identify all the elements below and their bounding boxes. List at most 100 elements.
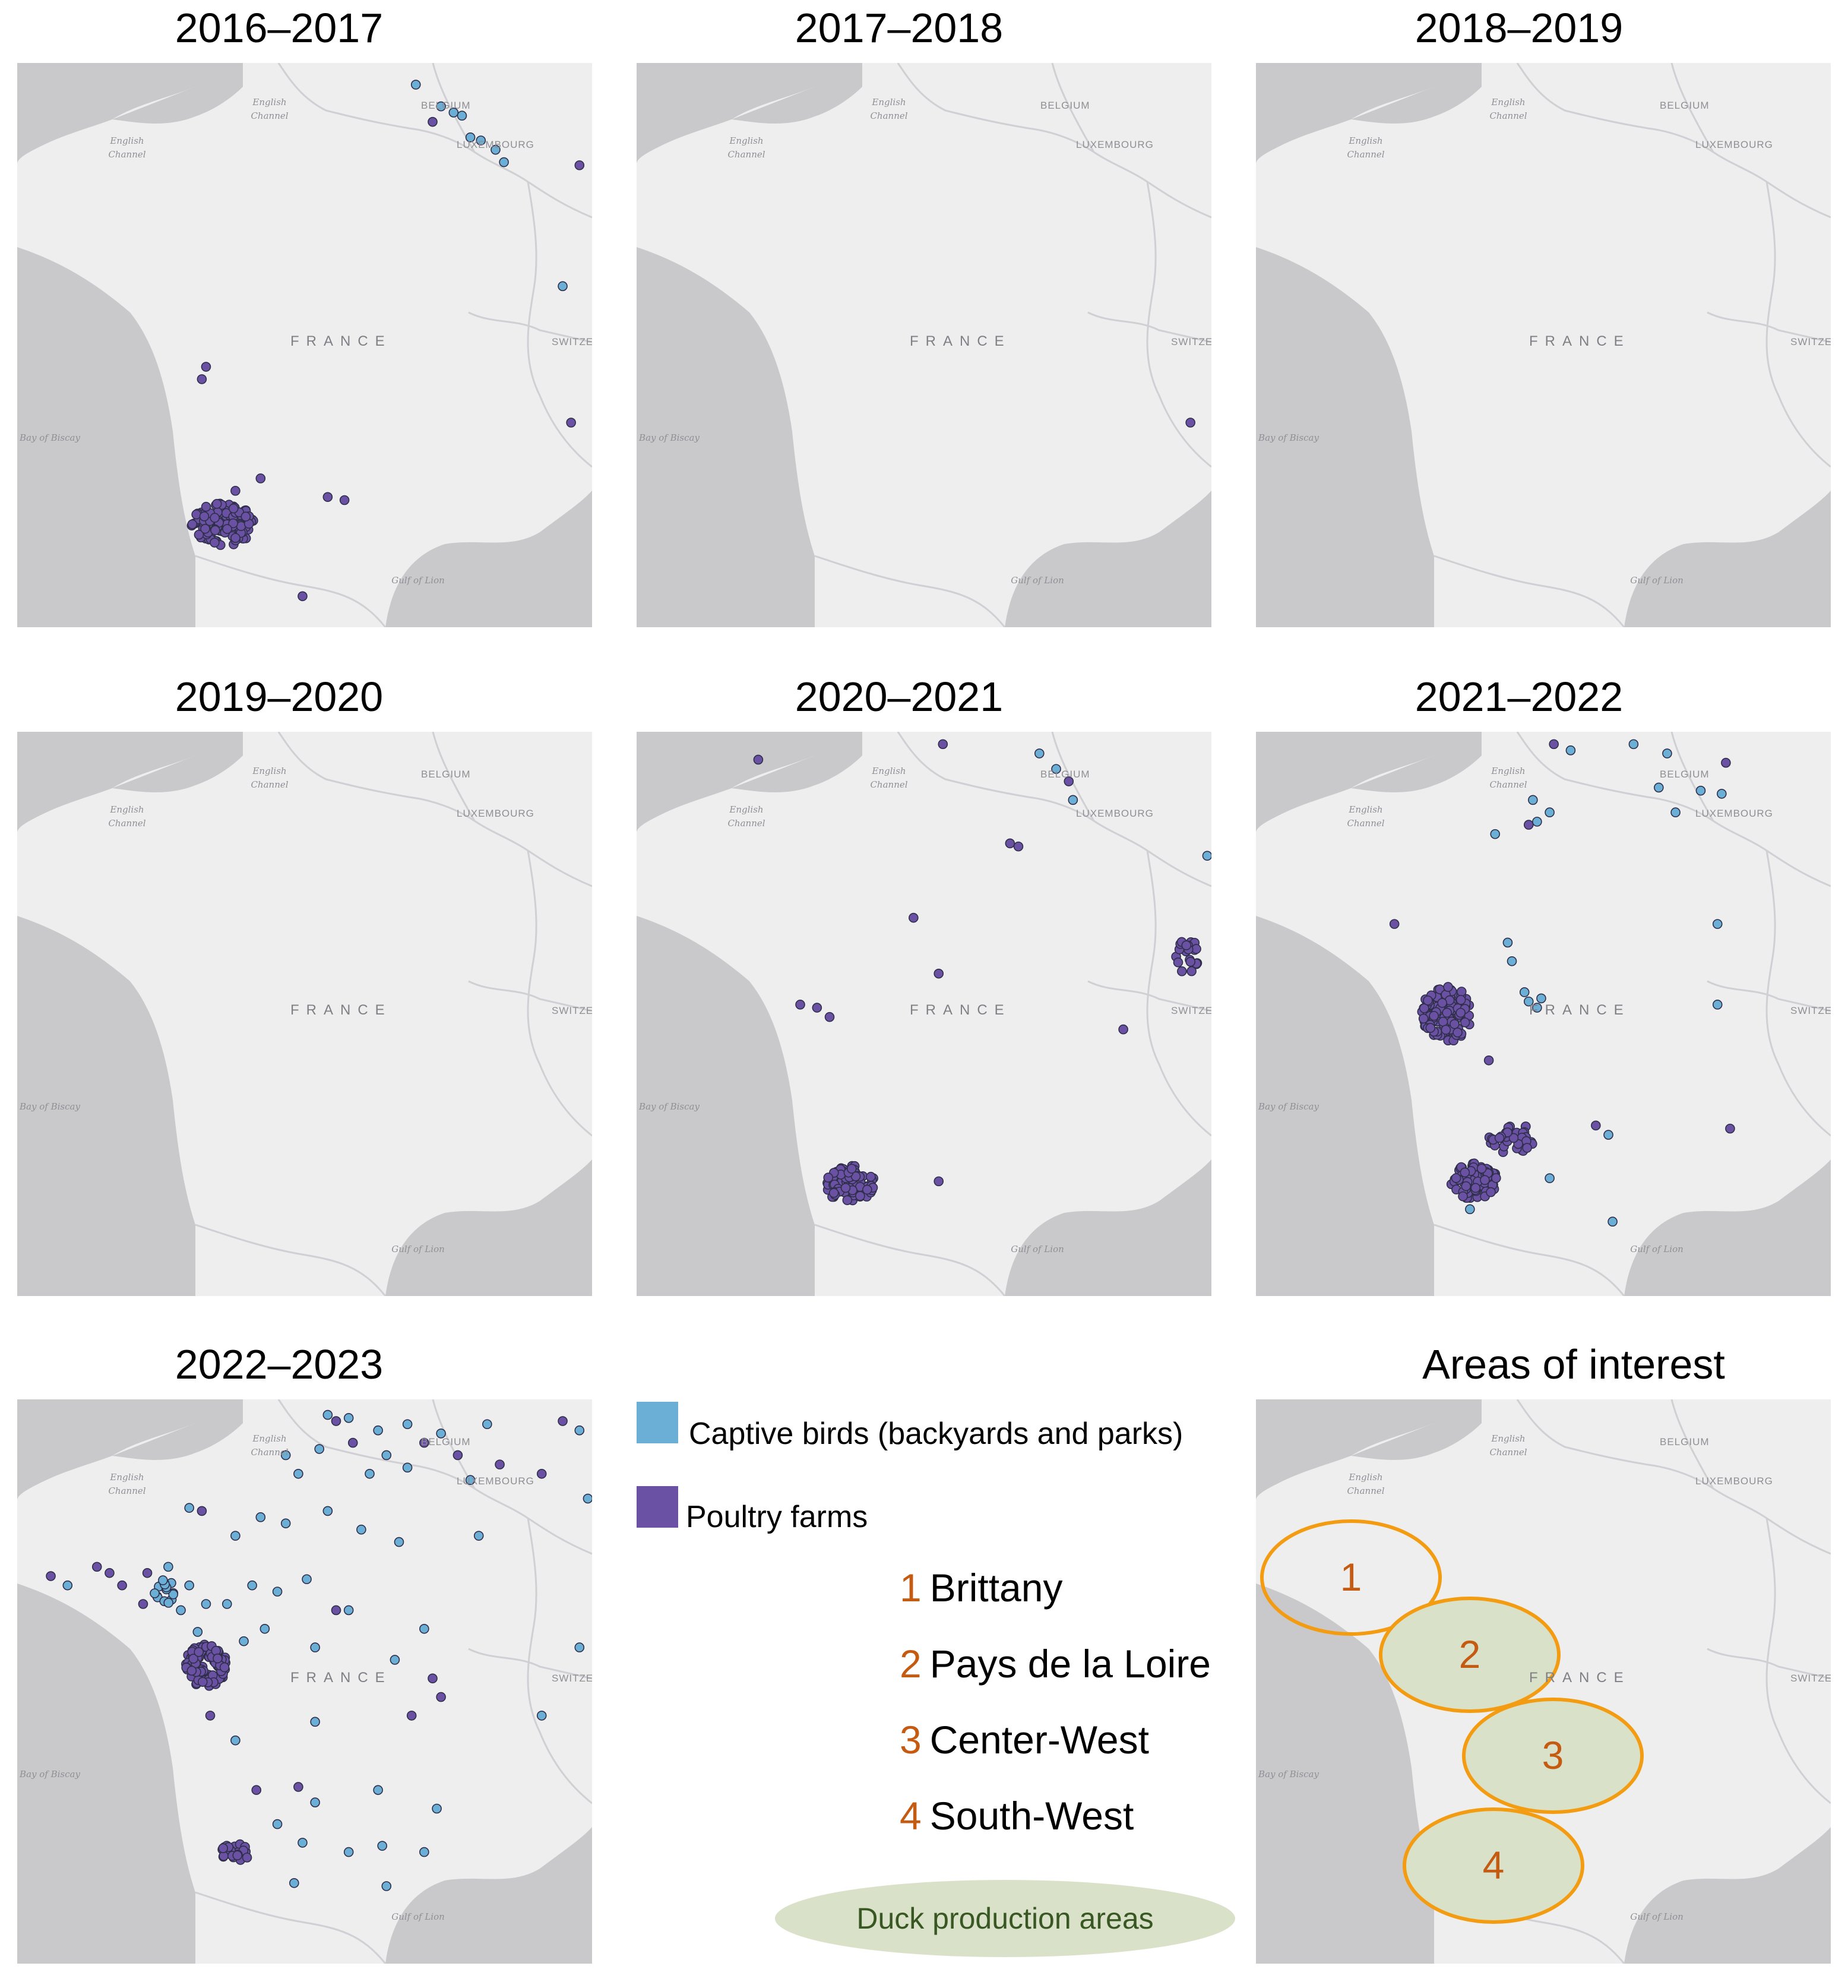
captive-bird-point	[1545, 807, 1555, 818]
luxembourg-label: LUXEMBOURG	[457, 808, 534, 819]
bay-of-biscay-label: Bay of Biscay	[20, 1769, 80, 1780]
luxembourg-label: LUXEMBOURG	[1695, 808, 1773, 819]
english-channel-label: English Channel	[1489, 766, 1527, 790]
captive-bird-point	[168, 1589, 179, 1600]
poultry-farm-point	[230, 533, 241, 543]
map-2019-2020: English Channel English Channel BELGIUM LUX…	[17, 732, 592, 1296]
captive-bird-point	[192, 1627, 203, 1637]
poultry-farm-point	[824, 1012, 835, 1022]
captive-bird-point	[1545, 1173, 1555, 1183]
area-ellipse-number: 1	[1340, 1555, 1362, 1599]
duck-production-legend: Duck production areas	[775, 1880, 1235, 1957]
areas-of-interest-title: Areas of interest	[1422, 1341, 1725, 1388]
poultry-farm-point	[828, 1188, 839, 1198]
area-name: Brittany	[929, 1566, 1063, 1610]
captive-bird-point	[402, 1462, 413, 1473]
brittany-land	[17, 1488, 121, 1578]
poultry-farm-point	[574, 160, 585, 170]
belgium-label: BELGIUM	[1660, 769, 1710, 780]
poultry-farm-point	[322, 492, 333, 502]
country-border	[1707, 1648, 1831, 1680]
brittany-land	[17, 152, 121, 241]
poultry-farm-point	[1455, 995, 1466, 1005]
captive-bird-point	[343, 1413, 354, 1423]
belgium-label: BELGIUM	[1040, 769, 1090, 780]
gulf-of-lion-label: Gulf of Lion	[1011, 575, 1064, 586]
english-channel-label: English Channel	[108, 135, 146, 160]
area-num: 3	[900, 1718, 922, 1762]
captive-bird-point	[201, 1599, 211, 1609]
poultry-farm-point	[1118, 1024, 1128, 1035]
sea-area	[17, 916, 195, 1296]
poultry-farm-point	[339, 495, 350, 505]
captive-birds-label: Captive birds (backyards and parks)	[689, 1417, 1184, 1451]
panel-title-2016-2017: 2016–2017	[175, 5, 384, 51]
captive-bird-point	[491, 144, 501, 155]
poultry-farm-point	[1480, 1175, 1490, 1186]
captive-bird-point	[247, 1580, 257, 1591]
poultry-farm-point	[222, 524, 232, 534]
poultry-farm-point	[428, 1673, 438, 1684]
poultry-farm-point	[1461, 1181, 1472, 1191]
luxembourg-label: LUXEMBOURG	[1076, 139, 1154, 150]
gulf-of-lion-label: Gulf of Lion	[1630, 575, 1684, 586]
captive-bird-point	[260, 1623, 270, 1634]
captive-bird-point	[381, 1881, 392, 1891]
poultry-farm-point	[934, 968, 944, 979]
poultry-farm-point	[1522, 1143, 1532, 1153]
captive-bird-point	[436, 101, 446, 112]
sea-area	[385, 1159, 592, 1296]
captive-bird-point	[1712, 919, 1723, 929]
country-border	[1765, 850, 1831, 1137]
area-name: Center-West	[929, 1718, 1149, 1762]
country-border	[527, 850, 592, 1137]
poultry-farm-point	[46, 1571, 56, 1581]
captive-bird-point	[343, 1605, 354, 1616]
map-svg	[637, 732, 1211, 1296]
captive-bird-point	[322, 1409, 333, 1420]
country-border	[897, 63, 1094, 153]
sea-area	[1256, 63, 1434, 164]
country-border	[195, 555, 387, 627]
map-2016-2017: English Channel English Channel BELGIUM LUX…	[17, 63, 592, 627]
poultry-farm-point	[1725, 1123, 1735, 1134]
captive-bird-point	[1051, 764, 1061, 774]
poultry-farm-point	[842, 1195, 853, 1205]
captive-bird-point	[1670, 807, 1681, 818]
captive-bird-point	[448, 108, 459, 118]
captive-bird-point	[310, 1642, 320, 1652]
english-channel-label: English Channel	[251, 1433, 289, 1458]
panel-title-2019-2020: 2019–2020	[175, 674, 384, 720]
panel-title-2020-2021: 2020–2021	[795, 674, 1004, 720]
captive-bird-point	[476, 135, 486, 146]
poultry-farm-point	[199, 511, 210, 522]
map-areas-of-interest: 1 2 3 4 English Channel English Channel BELGIU…	[1256, 1399, 1831, 1964]
captive-bird-point	[158, 1575, 168, 1585]
poultry-farm-point	[1486, 1187, 1496, 1197]
poultry-farm-point	[1508, 1133, 1519, 1143]
country-border	[1434, 555, 1625, 627]
poultry-farm-point	[205, 1711, 216, 1721]
poultry-farm-point	[938, 739, 948, 750]
poultry-farm-point	[197, 1506, 207, 1516]
country-border	[1707, 311, 1831, 343]
poultry-farm-point	[862, 1184, 872, 1195]
poultry-farm-point	[218, 1843, 229, 1853]
sea-area	[112, 732, 243, 792]
map-svg	[17, 732, 592, 1296]
captive-bird-point	[536, 1711, 547, 1721]
captive-bird-point	[1507, 956, 1517, 966]
poultry-farm-point	[201, 501, 211, 512]
poultry-farm-point	[1419, 1003, 1429, 1013]
english-channel-label: English Channel	[1347, 1472, 1385, 1496]
captive-bird-point	[436, 1428, 446, 1439]
panel-title-2018-2019: 2018–2019	[1415, 5, 1624, 51]
poultry-farm-point	[419, 1437, 429, 1448]
english-channel-label: English Channel	[1347, 804, 1385, 829]
poultry-farm-point	[201, 362, 211, 372]
captive-bird-point	[365, 1468, 375, 1479]
area-row-south-west: 4 South-West	[900, 1796, 1134, 1835]
switzerland-label: SWITZE	[552, 1673, 592, 1684]
poultry-farm-point	[1173, 957, 1184, 968]
area-num: 2	[900, 1642, 922, 1686]
